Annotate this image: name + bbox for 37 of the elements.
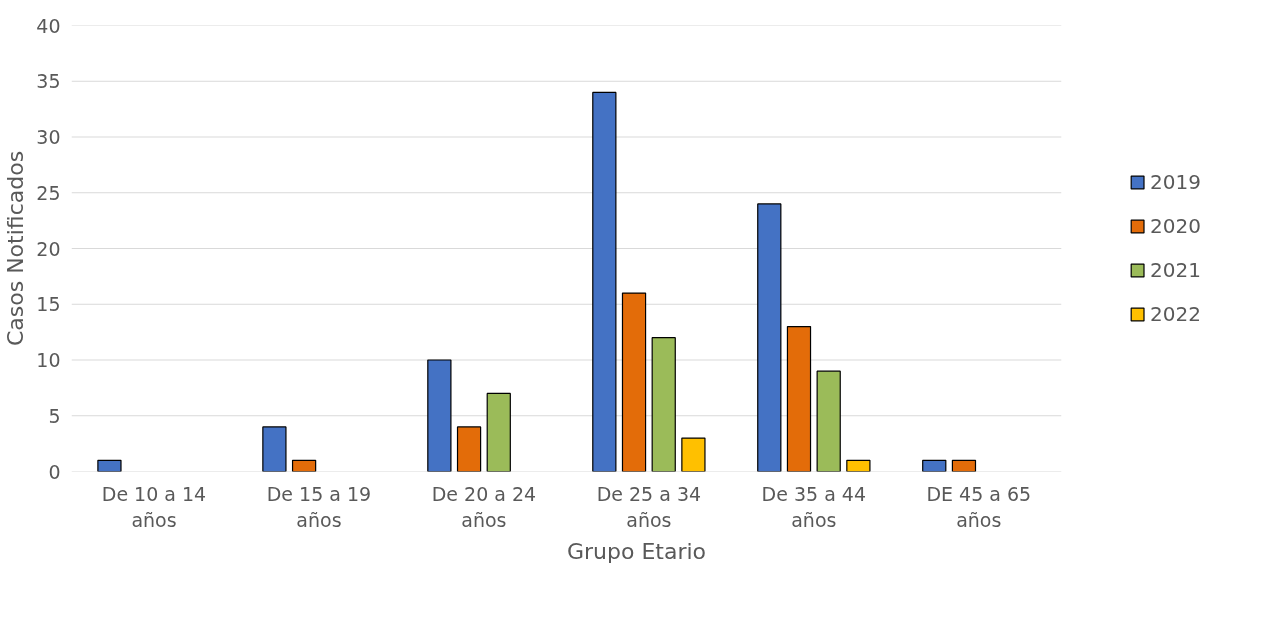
x-tick-label: DE 45 a 65 años bbox=[926, 482, 1032, 531]
y-tick-label: 20 bbox=[36, 237, 61, 260]
x-axis-title: Grupo Etario bbox=[566, 538, 707, 564]
legend-label: 2020 bbox=[1150, 214, 1201, 238]
bar bbox=[97, 459, 122, 472]
y-tick-label: 0 bbox=[48, 460, 61, 483]
bar bbox=[291, 459, 317, 472]
y-tick-label: 35 bbox=[36, 70, 61, 93]
y-tick-label: 10 bbox=[36, 349, 61, 371]
x-tick-label: De 35 a 44 años bbox=[761, 482, 867, 531]
bar bbox=[592, 91, 617, 472]
y-tick-label: 30 bbox=[36, 126, 61, 148]
y-axis-title: Casos Notificados bbox=[3, 150, 29, 347]
bar bbox=[427, 359, 452, 472]
bar bbox=[757, 203, 782, 472]
bar bbox=[786, 325, 812, 472]
x-tick-label: De 20 a 24 años bbox=[431, 482, 537, 531]
bar bbox=[621, 292, 647, 472]
x-tick-label: De 10 a 14 años bbox=[101, 482, 207, 531]
bar bbox=[262, 426, 287, 472]
bar bbox=[681, 437, 706, 472]
y-tick-label: 5 bbox=[48, 404, 61, 427]
bar bbox=[951, 459, 977, 472]
x-tick-label: De 25 a 34 años bbox=[596, 482, 702, 531]
y-tick-label: 25 bbox=[36, 181, 61, 204]
y-tick-label: 15 bbox=[36, 293, 61, 316]
bar bbox=[846, 459, 871, 472]
bar bbox=[816, 370, 841, 472]
bar bbox=[651, 337, 676, 472]
bar bbox=[456, 426, 482, 472]
legend-label: 2022 bbox=[1150, 302, 1201, 326]
legend-label: 2021 bbox=[1150, 258, 1201, 282]
y-tick-label: 40 bbox=[36, 14, 61, 37]
legend-label: 2019 bbox=[1150, 170, 1201, 194]
x-tick-label: De 15 a 19 años bbox=[266, 482, 372, 531]
bar bbox=[486, 392, 511, 472]
bar bbox=[922, 459, 947, 472]
